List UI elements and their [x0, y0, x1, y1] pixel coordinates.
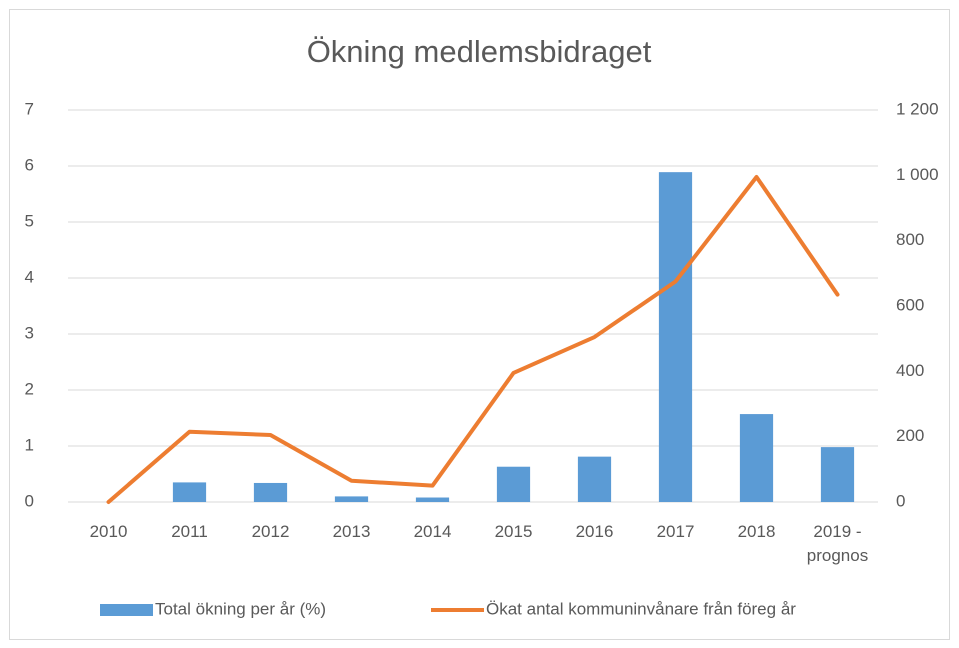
y2-tick-label: 600 — [896, 295, 924, 314]
y-tick-label: 0 — [25, 491, 34, 510]
bar — [496, 466, 531, 502]
y2-tick-label: 0 — [896, 491, 905, 510]
y2-tick-label: 1 200 — [896, 99, 939, 118]
x-tick-label: 2012 — [251, 522, 290, 541]
legend-label: Total ökning per år (%) — [155, 599, 326, 618]
bar — [253, 482, 288, 502]
bar — [415, 497, 450, 502]
x-tick-label: 2016 — [575, 522, 614, 541]
y2-tick-label: 200 — [896, 426, 924, 445]
bar — [739, 414, 774, 502]
y-tick-label: 1 — [25, 435, 34, 454]
bar — [334, 496, 369, 502]
y2-tick-label: 400 — [896, 361, 924, 380]
y-tick-label: 5 — [25, 211, 34, 230]
legend-swatch — [100, 604, 153, 616]
x-tick-label: 2011 — [171, 522, 208, 541]
y-tick-label: 4 — [25, 267, 34, 286]
y2-tick-label: 1 000 — [896, 165, 939, 184]
bar — [820, 447, 855, 502]
chart-title: Ökning medlemsbidraget — [307, 34, 652, 69]
y2-tick-label: 800 — [896, 230, 924, 249]
bar — [172, 482, 207, 502]
x-tick-label: 2014 — [413, 522, 452, 541]
y-tick-label: 6 — [25, 155, 34, 174]
y-tick-label: 2 — [25, 379, 34, 398]
bar — [658, 172, 693, 502]
x-tick-label: 2010 — [89, 522, 128, 541]
x-tick-label: 2018 — [737, 522, 776, 541]
y-tick-label: 3 — [25, 323, 34, 342]
legend-label: Ökat antal kommuninvånare från föreg år — [486, 599, 796, 618]
y-tick-label: 7 — [25, 99, 34, 118]
x-tick-label: 2019 - prognos — [806, 522, 869, 565]
x-tick-label: 2017 — [656, 522, 695, 541]
bar — [577, 456, 612, 502]
line — [106, 174, 840, 504]
x-tick-label: 2015 — [494, 522, 533, 541]
x-tick-label: 2013 — [332, 522, 371, 541]
chart-border — [9, 9, 950, 640]
